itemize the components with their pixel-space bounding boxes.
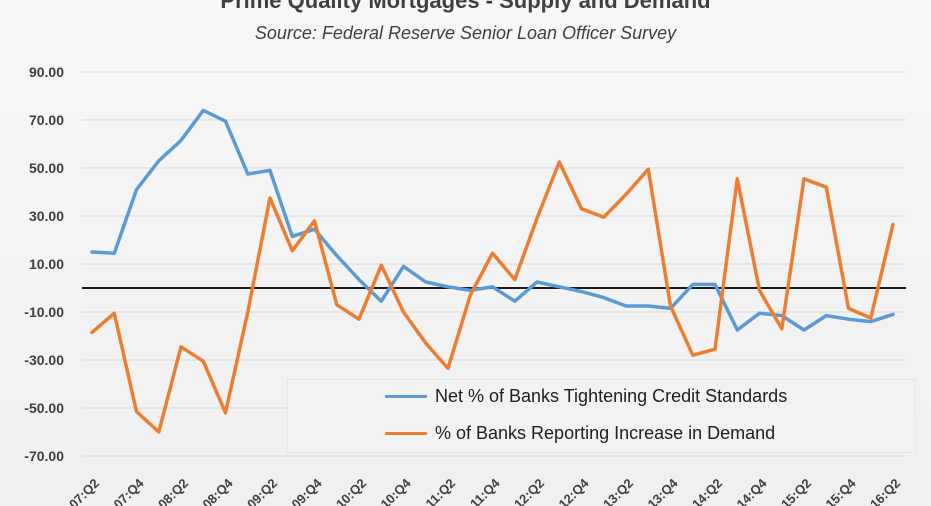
y-axis-ticks: 90.00 70.00 50.00 30.00 10.00 -10.00 -30.00 -50… bbox=[24, 64, 64, 464]
legend-swatch-blue bbox=[385, 394, 427, 398]
legend-item-demand: % of Banks Reporting Increase in Demand bbox=[385, 421, 775, 445]
x-tick-label: 13:Q4 bbox=[644, 475, 681, 506]
series-line-tightening bbox=[90, 108, 895, 332]
x-tick-label: 11:Q4 bbox=[467, 475, 503, 506]
y-tick-label: 50.00 bbox=[29, 160, 64, 176]
x-tick-label: 07:Q2 bbox=[66, 476, 102, 506]
y-tick-label: -70.00 bbox=[24, 448, 64, 464]
y-tick-label: 90.00 bbox=[29, 64, 64, 80]
series-layer bbox=[90, 108, 895, 434]
x-tick-label: 08:Q4 bbox=[199, 475, 236, 506]
y-tick-label: -50.00 bbox=[24, 400, 64, 416]
y-tick-label: 10.00 bbox=[29, 256, 64, 272]
x-tick-label: 14:Q2 bbox=[689, 476, 725, 506]
y-tick-label: -10.00 bbox=[24, 304, 64, 320]
y-tick-label: 30.00 bbox=[29, 208, 64, 224]
x-axis-ticks: 07:Q2 07:Q4 08:Q2 08:Q4 09:Q2 09:Q4 10:Q2 10:Q4… bbox=[66, 475, 903, 506]
x-tick-label: 13:Q2 bbox=[600, 476, 636, 506]
x-tick-label: 15:Q4 bbox=[822, 475, 859, 506]
x-tick-label: 12:Q2 bbox=[511, 476, 547, 506]
x-tick-label: 10:Q2 bbox=[333, 476, 369, 506]
legend-label-tightening: Net % of Banks Tightening Credit Standar… bbox=[435, 385, 788, 406]
legend-label-demand: % of Banks Reporting Increase in Demand bbox=[435, 422, 776, 443]
x-tick-label: 11:Q2 bbox=[422, 476, 458, 506]
series-line-demand bbox=[90, 160, 895, 434]
x-tick-label: 15:Q2 bbox=[778, 476, 814, 506]
y-tick-label: 70.00 bbox=[29, 112, 64, 128]
x-tick-label: 12:Q4 bbox=[555, 475, 592, 506]
chart-subtitle: Source: Federal Reserve Senior Loan Offi… bbox=[254, 23, 677, 43]
legend-item-tightening: Net % of Banks Tightening Credit Standar… bbox=[385, 384, 787, 408]
chart-title: Prime Quality Mortgages - Supply and Dem… bbox=[220, 0, 711, 13]
legend-swatch-orange bbox=[385, 431, 427, 435]
x-tick-label: 10:Q4 bbox=[377, 475, 414, 506]
y-tick-label: -30.00 bbox=[24, 352, 64, 368]
legend: Net % of Banks Tightening Credit Standar… bbox=[287, 379, 916, 453]
x-tick-label: 09:Q2 bbox=[244, 476, 280, 506]
x-tick-label: 14:Q4 bbox=[733, 475, 770, 506]
x-tick-label: 08:Q2 bbox=[155, 476, 191, 506]
x-tick-label: 09:Q4 bbox=[288, 475, 325, 506]
x-tick-label: 07:Q4 bbox=[110, 475, 147, 506]
x-tick-label: 16:Q2 bbox=[867, 476, 903, 506]
